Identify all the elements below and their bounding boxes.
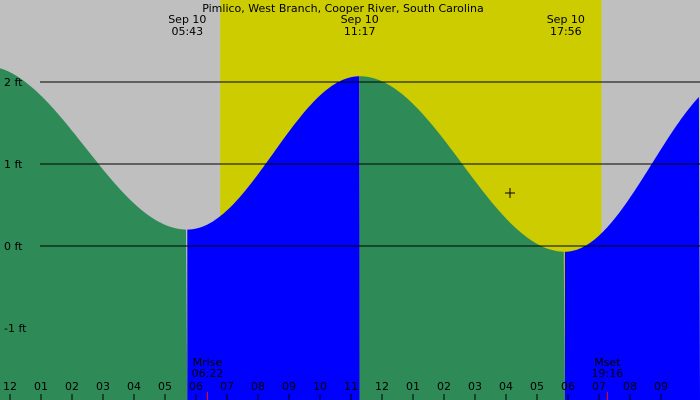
y-tick-label: 2 ft [4,76,23,89]
x-tick-label: 04 [127,380,141,393]
x-tick-label: 05 [158,380,172,393]
x-tick-label: 09 [282,380,296,393]
x-tick-label: 01 [34,380,48,393]
x-tick-label: 05 [530,380,544,393]
x-tick-label: 09 [654,380,668,393]
x-tick-label: 02 [437,380,451,393]
x-tick-label: 06 [189,380,203,393]
x-tick-label: 01 [406,380,420,393]
y-tick-label: 1 ft [4,158,23,171]
x-tick-label: 04 [499,380,513,393]
moon-event-time: 19:16 [592,367,624,380]
x-tick-label: 08 [251,380,265,393]
moon-event-time: 06:22 [192,367,224,380]
x-tick-label: 11 [344,380,358,393]
extreme-time-label: 11:17 [344,25,376,38]
extreme-time-label: 05:43 [171,25,203,38]
x-tick-label: 08 [623,380,637,393]
y-tick-label: -1 ft [4,322,27,335]
x-tick-label: 12 [3,380,17,393]
x-tick-label: 03 [96,380,110,393]
x-tick-label: 07 [220,380,234,393]
x-tick-label: 06 [561,380,575,393]
x-tick-label: 07 [592,380,606,393]
x-tick-label: 03 [468,380,482,393]
x-tick-label: 12 [375,380,389,393]
x-tick-label: 10 [313,380,327,393]
extreme-time-label: 17:56 [550,25,582,38]
x-tick-label: 02 [65,380,79,393]
y-tick-label: 0 ft [4,240,23,253]
